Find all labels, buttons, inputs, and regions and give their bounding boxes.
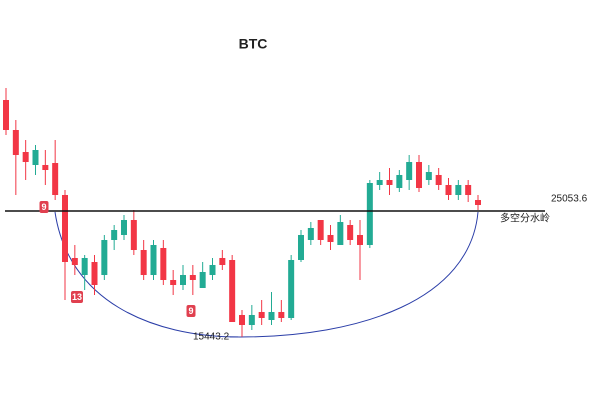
- candle-body: [180, 274, 186, 285]
- candle-body: [121, 220, 127, 235]
- candle-body: [278, 312, 285, 318]
- candle-body: [170, 280, 177, 285]
- candle-body: [140, 250, 147, 275]
- candle-body: [32, 150, 39, 165]
- candle-body: [307, 227, 314, 240]
- candle-body: [406, 162, 413, 180]
- candle-body: [3, 100, 9, 130]
- candle-body: [160, 247, 167, 280]
- candle-body: [71, 257, 78, 265]
- td-marker: 13: [72, 292, 82, 302]
- candle-body: [130, 220, 137, 250]
- candle-body: [81, 257, 88, 275]
- reference-value: 25053.6: [551, 194, 588, 205]
- candle-body: [199, 272, 206, 288]
- candle-body: [435, 174, 442, 185]
- td-marker: 9: [188, 306, 193, 316]
- candle-body: [317, 220, 324, 240]
- candle-body: [91, 262, 98, 285]
- candle-body: [327, 234, 334, 243]
- candle-body: [288, 260, 295, 318]
- candle-body: [396, 174, 403, 188]
- chart-title: BTC: [239, 36, 268, 52]
- candle-body: [347, 224, 354, 240]
- candle-body: [425, 172, 432, 180]
- candle-body: [229, 260, 236, 323]
- candle-body: [52, 163, 59, 195]
- td-marker: 9: [41, 202, 46, 212]
- candle-body: [12, 130, 19, 155]
- td-marker-bg: [71, 291, 83, 303]
- candle-body: [219, 257, 226, 265]
- candle-body: [475, 200, 481, 205]
- candle-body: [111, 230, 118, 240]
- candle-body: [248, 314, 255, 325]
- candle-body: [150, 244, 157, 275]
- candle-body: [357, 234, 363, 245]
- candle-body: [386, 180, 393, 185]
- candle-body: [101, 240, 108, 275]
- candle-body: [455, 184, 462, 195]
- candle-body: [209, 264, 216, 275]
- candle-body: [268, 312, 275, 320]
- candle-body: [42, 164, 49, 170]
- candle-body: [22, 152, 29, 163]
- low-label: 15443.2: [193, 332, 230, 343]
- candle-body: [62, 194, 68, 263]
- candle-body: [376, 180, 383, 185]
- candle-body: [416, 162, 422, 188]
- td-marker-bg: [186, 305, 196, 317]
- candle-body: [465, 184, 472, 195]
- candle-body: [239, 314, 245, 325]
- td-marker-bg: [39, 201, 49, 213]
- candle-body: [445, 184, 452, 195]
- candle-body: [298, 234, 304, 260]
- candle-body: [366, 183, 373, 245]
- candle-body: [258, 312, 265, 318]
- candle-body: [337, 222, 344, 245]
- candle-body: [189, 274, 196, 280]
- trend-arc: [54, 211, 479, 338]
- reference-label: 多空分水岭: [500, 212, 550, 225]
